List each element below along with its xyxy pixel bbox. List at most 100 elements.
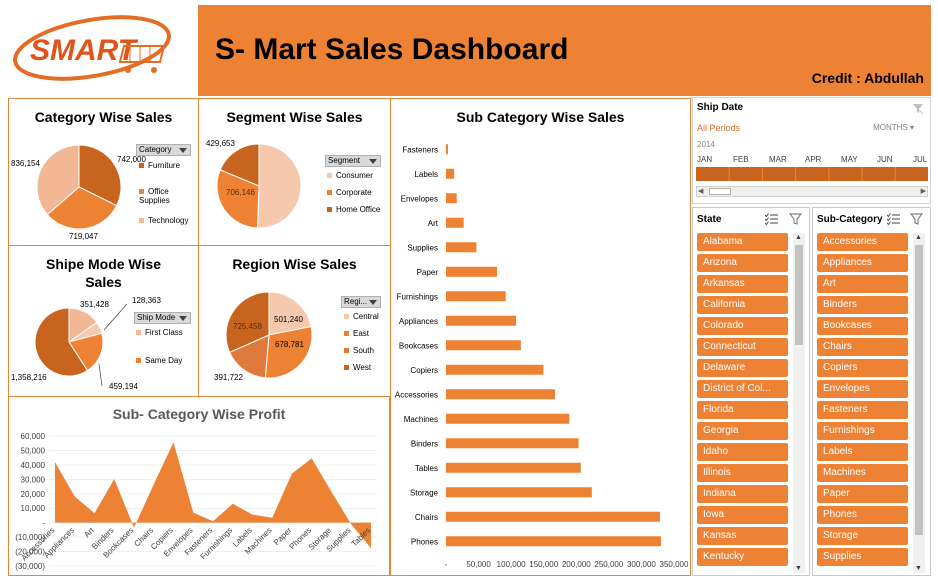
scroll-up-icon[interactable]: ▲ xyxy=(915,234,922,241)
chart-title: Segment Wise Sales xyxy=(226,109,363,125)
state-slicer-item[interactable]: California xyxy=(697,296,788,314)
timeline-segments xyxy=(728,167,896,181)
multi-select-icon[interactable] xyxy=(887,212,901,226)
y-tick-label: (10,000) xyxy=(15,533,45,542)
x-tick-label: - xyxy=(445,560,448,569)
subcategory-slicer-item[interactable]: Envelopes xyxy=(817,380,908,398)
subcategory-slicer-item[interactable]: Accessories xyxy=(817,233,908,251)
profit-area-plot: 60,000 50,000 40,000 30,000 20,000 10,000 - (10… xyxy=(15,432,377,571)
subcategory-slicer-item[interactable]: Fasteners xyxy=(817,401,908,419)
subcategory-slicer-item[interactable]: Chairs xyxy=(817,338,908,356)
state-slicer-item[interactable]: Idaho xyxy=(697,443,788,461)
state-slicer: State Alabama Arizona Arkansas California Co… xyxy=(692,207,810,576)
pie-slice xyxy=(34,307,89,377)
scroll-left-icon[interactable]: ◀ xyxy=(698,188,704,195)
state-slicer-item[interactable]: Arkansas xyxy=(697,275,788,293)
state-slicer-item[interactable]: Georgia xyxy=(697,422,788,440)
clear-filter-icon[interactable] xyxy=(789,212,803,226)
subcategory-slicer-item[interactable]: Machines xyxy=(817,464,908,482)
subcategory-slicer-item[interactable]: Bookcases xyxy=(817,317,908,335)
state-slicer-item[interactable]: Connecticut xyxy=(697,338,788,356)
shipmode-pie xyxy=(34,303,128,387)
legend-item: South xyxy=(344,346,374,355)
slicer-title: State xyxy=(697,214,722,225)
chevron-down-icon xyxy=(179,316,187,321)
data-label: 1,358,216 xyxy=(11,373,47,382)
subcategory-scrollbar[interactable]: ▲ ▼ xyxy=(913,233,925,573)
region-sales-chart: Region Wise Sales 501,240 678,781 391,72… xyxy=(198,245,391,397)
state-slicer-item[interactable]: Florida xyxy=(697,401,788,419)
scroll-up-icon[interactable]: ▲ xyxy=(795,234,802,241)
timeline-scrollbar[interactable]: ◀ ▶ xyxy=(696,186,928,197)
subcategory-slicer-item[interactable]: Supplies xyxy=(817,548,908,566)
clear-filter-icon[interactable] xyxy=(910,212,924,226)
subcategory-slicer-item[interactable]: Binders xyxy=(817,296,908,314)
y-tick-label: 30,000 xyxy=(21,475,46,484)
state-slicer-item[interactable]: Alabama xyxy=(697,233,788,251)
subcategory-slicer-item[interactable]: Phones xyxy=(817,506,908,524)
subcategory-slicer-item[interactable]: Labels xyxy=(817,443,908,461)
slicer-title: Sub-Category xyxy=(817,214,883,225)
clear-filter-icon[interactable] xyxy=(912,102,924,114)
sales-bar xyxy=(446,364,544,375)
sales-bar xyxy=(446,266,498,277)
timeline-month-label: JUN xyxy=(877,155,893,164)
timeline-bar[interactable] xyxy=(696,167,928,181)
category-pie xyxy=(36,144,122,230)
subcategory-slicer-item[interactable]: Copiers xyxy=(817,359,908,377)
y-tick-label: 60,000 xyxy=(21,432,46,441)
scroll-thumb[interactable] xyxy=(709,188,731,195)
scroll-down-icon[interactable]: ▼ xyxy=(915,565,922,572)
timeline-month-label: MAR xyxy=(769,155,787,164)
subcategory-slicer-item[interactable]: Storage xyxy=(817,527,908,545)
subcategory-slicer-item[interactable]: Appliances xyxy=(817,254,908,272)
year-label: 2014 xyxy=(697,140,715,149)
sales-bar xyxy=(446,340,521,351)
sales-bar xyxy=(446,462,581,473)
legend-item: Home Office xyxy=(327,205,380,214)
legend-item: West xyxy=(344,363,371,372)
y-tick-label: (30,000) xyxy=(15,562,45,571)
period-label[interactable]: All Periods xyxy=(697,123,741,133)
state-slicer-item[interactable]: Delaware xyxy=(697,359,788,377)
scroll-right-icon[interactable]: ▶ xyxy=(920,188,926,195)
sales-bar xyxy=(446,315,517,326)
region-filter-dropdown[interactable]: Regi... xyxy=(341,296,381,308)
x-tick-label: 300,000 xyxy=(627,560,656,569)
chart-title: Sub- Category Wise Profit xyxy=(112,406,286,422)
shipmode-filter-dropdown[interactable]: Ship Mode xyxy=(134,312,191,324)
subcategory-slicer-item[interactable]: Art xyxy=(817,275,908,293)
state-scrollbar[interactable]: ▲ ▼ xyxy=(793,233,805,573)
y-tick-label: - xyxy=(42,519,45,528)
subcategory-slicer-item[interactable]: Paper xyxy=(817,485,908,503)
state-slicer-item[interactable]: Iowa xyxy=(697,506,788,524)
state-slicer-item[interactable]: Colorado xyxy=(697,317,788,335)
legend-item: Furniture xyxy=(139,161,180,170)
state-slicer-item[interactable]: District of Col... xyxy=(697,380,788,398)
scroll-thumb[interactable] xyxy=(915,245,923,535)
data-label: 128,363 xyxy=(132,296,161,305)
time-level-dropdown[interactable]: MONTHS ▾ xyxy=(873,123,914,132)
profit-area-series xyxy=(55,442,371,549)
category-label: Tables xyxy=(415,464,438,473)
state-slicer-item[interactable]: Illinois xyxy=(697,464,788,482)
chevron-down-icon xyxy=(369,300,377,305)
state-slicer-item[interactable]: Arizona xyxy=(697,254,788,272)
category-filter-dropdown[interactable]: Category xyxy=(136,144,191,156)
sales-bar xyxy=(446,242,477,253)
pie-slice xyxy=(228,334,270,379)
x-tick-label: 200,000 xyxy=(562,560,591,569)
y-tick-label: 10,000 xyxy=(21,504,46,513)
multi-select-icon[interactable] xyxy=(765,212,779,226)
sales-bar xyxy=(446,487,592,498)
ship-date-timeline: Ship Date All Periods MONTHS ▾ 2014 ◀ ▶ xyxy=(692,97,931,204)
category-label: Storage xyxy=(410,488,439,497)
state-slicer-item[interactable]: Kansas xyxy=(697,527,788,545)
segment-filter-dropdown[interactable]: Segment xyxy=(325,155,381,167)
scroll-thumb[interactable] xyxy=(795,245,803,345)
state-slicer-item[interactable]: Kentucky xyxy=(697,548,788,566)
logo-area: SMART xyxy=(0,0,198,96)
subcategory-slicer-item[interactable]: Furnishings xyxy=(817,422,908,440)
scroll-down-icon[interactable]: ▼ xyxy=(795,565,802,572)
state-slicer-item[interactable]: Indiana xyxy=(697,485,788,503)
